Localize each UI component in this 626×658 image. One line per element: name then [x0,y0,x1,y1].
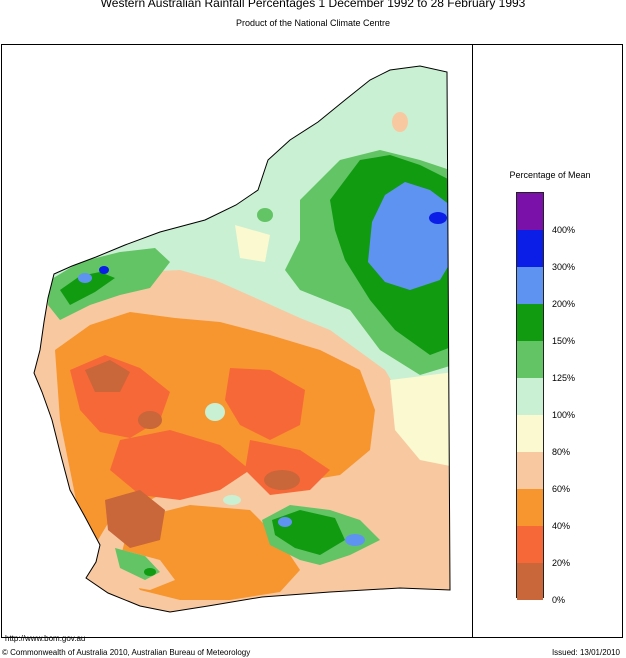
zone-20-40-b [225,368,305,440]
map-subtitle: Product of the National Climate Centre [235,18,391,28]
zone-125-150-pilbara [257,208,273,222]
zone-100-125-spot-b [223,495,241,505]
legend-swatch-40 [517,489,543,526]
zone-200-300-se-b [345,534,365,546]
legend-tick-300: 300% [552,262,576,272]
rainfall-zones [34,66,450,612]
legend-tick-20: 20% [552,558,571,568]
zone-80-100-east [390,370,450,470]
legend-swatch-400 [517,193,543,230]
legend-swatch-20 [517,526,543,563]
map-frame [1,44,623,638]
legend-tick-60: 60% [552,484,571,494]
map-title: Western Australian Rainfall Percentages … [100,0,526,10]
zone-200-300-nw [78,273,92,283]
legend-tick-200: 200% [552,299,576,309]
zone-0-20-d [138,411,162,429]
zone-150-200-south [144,568,156,576]
legend-swatch-300 [517,230,543,267]
legend-divider [472,44,473,638]
zone-200-300 [368,182,450,290]
zone-80-100-north [235,225,270,262]
legend-tick-125: 125% [552,373,576,383]
legend-swatch-80 [517,415,543,452]
issued-date: Issued: 13/01/2010 [551,648,620,657]
zone-60-80-north [392,112,408,132]
legend-swatch-125 [517,341,543,378]
zone-0-20-b [105,490,165,548]
legend-tick-80: 80% [552,447,571,457]
legend-swatch-200 [517,267,543,304]
legend-title: Percentage of Mean [509,170,591,180]
legend-swatch-100 [517,378,543,415]
zone-150-200-nw [60,272,115,305]
legend-colorbar [516,192,544,600]
zone-100-125-spot-a [205,403,225,421]
zone-300-400 [429,212,447,224]
legend-tick-400: 400% [552,225,576,235]
legend-tick-150: 150% [552,336,576,346]
zone-0-20-a [85,360,130,392]
legend-swatch-150 [517,304,543,341]
legend-tick-40: 40% [552,521,571,531]
zone-200-300-se-a [278,517,292,527]
bom-url: http://www.bom.gov.au [5,634,86,643]
legend-tick-0: 0% [552,595,566,605]
zone-0-20-c [264,470,300,490]
legend-swatch-0 [517,563,543,600]
coastline [33,65,451,613]
copyright-text: © Commonwealth of Australia 2010, Austra… [2,648,251,657]
zone-20-40-c [110,430,250,500]
zone-300-400-nw [99,266,109,274]
legend-tick-100: 100% [552,410,576,420]
zone-125-150-nw [48,248,170,320]
legend-swatch-60 [517,452,543,489]
